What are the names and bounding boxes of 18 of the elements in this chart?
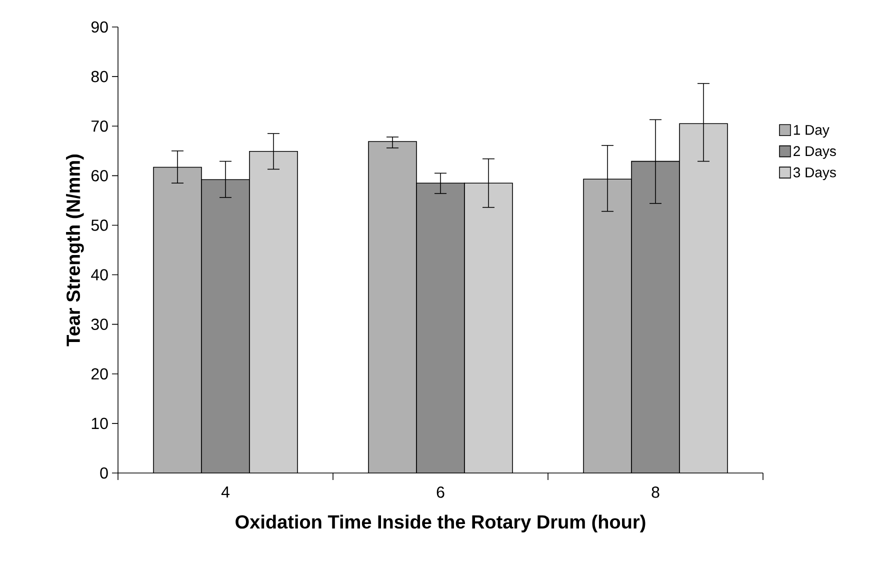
y-tick-label: 40	[91, 269, 108, 280]
y-tick-label: 90	[91, 21, 108, 33]
x-tick-label: 4	[221, 486, 230, 498]
legend-label: 3 Days	[793, 167, 836, 180]
y-tick-label: 80	[91, 70, 108, 82]
y-tick-label: 60	[91, 170, 108, 182]
x-tick-label: 6	[436, 486, 444, 498]
y-tick-label: 20	[91, 368, 108, 380]
y-tick-label: 50	[91, 220, 108, 231]
legend-label: 2 Days	[794, 146, 836, 159]
legend-label: 1 Day	[794, 125, 830, 138]
y-axis-title: Tear Strength (N/mm)	[66, 154, 84, 346]
x-tick-label: 8	[652, 486, 660, 498]
x-axis-title: Oxidation Time Inside the Rotary Drum (hour)	[236, 514, 646, 532]
y-tick-label: 70	[92, 120, 108, 132]
y-tick-label: 30	[91, 318, 108, 330]
y-tick-label: 0	[100, 467, 108, 479]
y-tick-label: 10	[92, 418, 108, 430]
